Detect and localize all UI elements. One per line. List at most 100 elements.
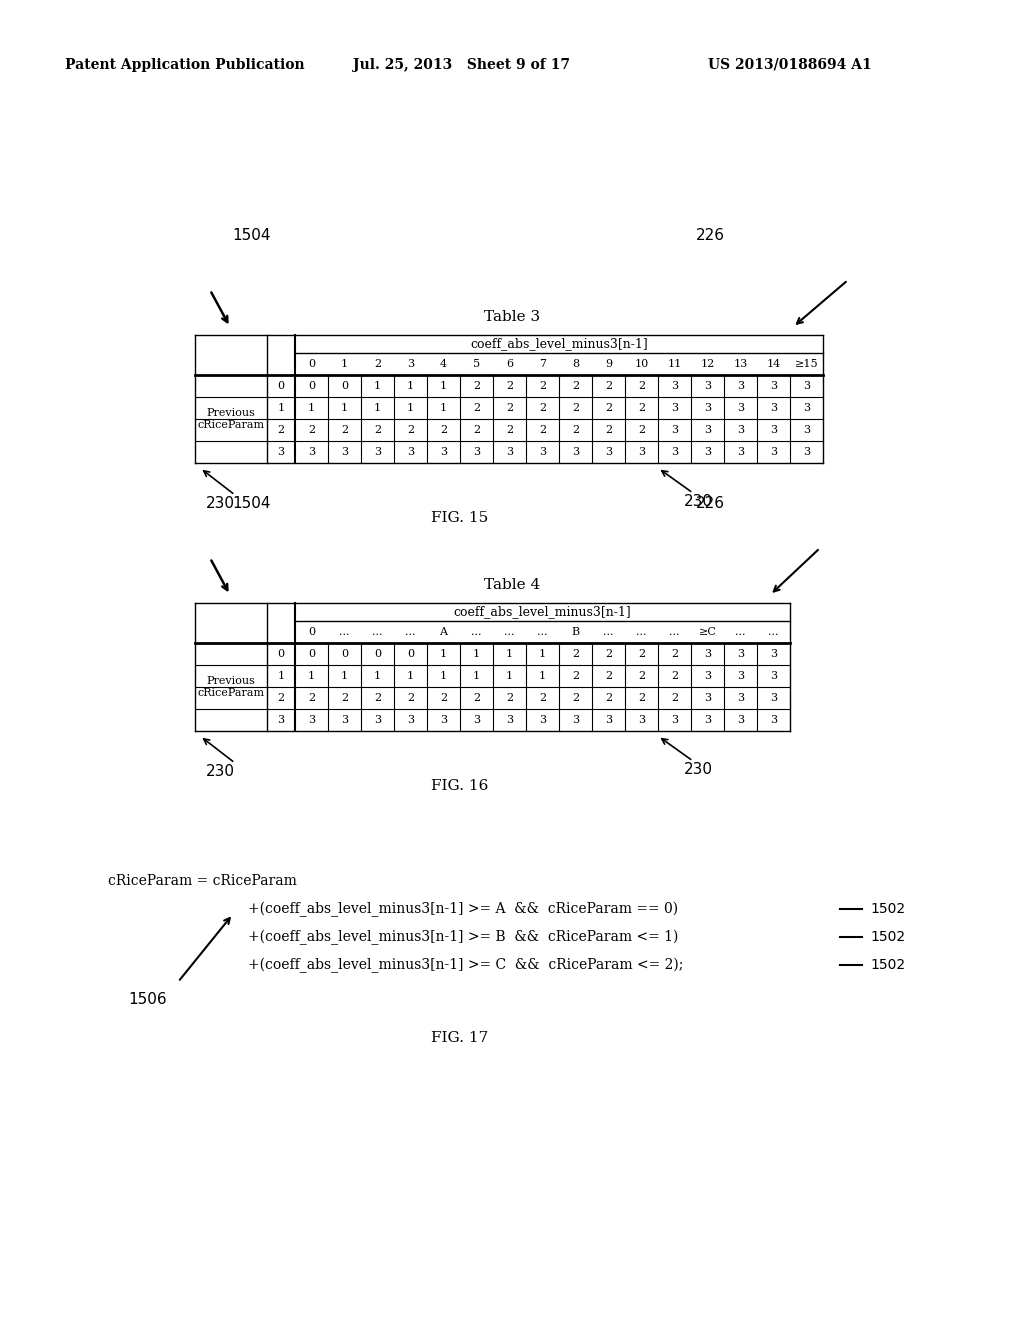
Text: 2: 2: [473, 693, 480, 704]
Text: 2: 2: [605, 671, 612, 681]
Text: 2: 2: [506, 425, 513, 436]
Text: 0: 0: [308, 381, 315, 391]
Text: 2: 2: [572, 425, 579, 436]
Text: 1: 1: [440, 671, 447, 681]
Text: 3: 3: [671, 403, 678, 413]
Text: 1: 1: [341, 671, 348, 681]
Text: 2: 2: [473, 425, 480, 436]
Text: 1: 1: [407, 381, 414, 391]
Text: 1: 1: [374, 403, 381, 413]
Text: 3: 3: [572, 715, 579, 725]
Text: A: A: [439, 627, 447, 638]
Text: 230: 230: [206, 763, 234, 779]
Text: 3: 3: [440, 447, 447, 457]
Text: 3: 3: [671, 715, 678, 725]
Text: 3: 3: [341, 715, 348, 725]
Text: 3: 3: [473, 447, 480, 457]
Text: 1504: 1504: [232, 227, 271, 243]
Text: 2: 2: [671, 671, 678, 681]
Text: 3: 3: [770, 447, 777, 457]
Text: 230: 230: [206, 495, 234, 511]
Text: 230: 230: [683, 494, 713, 508]
Text: 3: 3: [308, 715, 315, 725]
Text: 3: 3: [572, 447, 579, 457]
Text: 2: 2: [539, 381, 546, 391]
Text: Previous
cRiceParam: Previous cRiceParam: [198, 676, 264, 698]
Text: 3: 3: [407, 359, 414, 370]
Text: 3: 3: [278, 447, 285, 457]
Text: ...: ...: [538, 627, 548, 638]
Text: 3: 3: [703, 649, 711, 659]
Text: 2: 2: [374, 693, 381, 704]
Text: 0: 0: [341, 649, 348, 659]
Text: FIG. 17: FIG. 17: [431, 1031, 488, 1045]
Text: 1: 1: [341, 359, 348, 370]
Text: 3: 3: [737, 649, 744, 659]
Text: 1: 1: [374, 381, 381, 391]
Text: 3: 3: [737, 693, 744, 704]
Text: 7: 7: [539, 359, 546, 370]
Text: 2: 2: [638, 671, 645, 681]
Text: 3: 3: [737, 381, 744, 391]
Text: 2: 2: [506, 381, 513, 391]
Text: 1: 1: [407, 403, 414, 413]
Text: 1: 1: [374, 671, 381, 681]
Text: 2: 2: [605, 649, 612, 659]
Text: Table 3: Table 3: [484, 310, 540, 323]
Text: 3: 3: [671, 425, 678, 436]
Text: 2: 2: [374, 359, 381, 370]
Text: coeff_abs_level_minus3[n-1]: coeff_abs_level_minus3[n-1]: [454, 606, 632, 619]
Text: 3: 3: [737, 425, 744, 436]
Text: 3: 3: [770, 403, 777, 413]
Text: 3: 3: [803, 381, 810, 391]
Text: 3: 3: [407, 715, 414, 725]
Text: 2: 2: [308, 693, 315, 704]
Text: 3: 3: [605, 715, 612, 725]
Text: 2: 2: [572, 381, 579, 391]
Text: FIG. 16: FIG. 16: [431, 779, 488, 793]
Text: 3: 3: [703, 381, 711, 391]
Text: 1502: 1502: [870, 958, 905, 972]
Text: 3: 3: [374, 715, 381, 725]
Text: 3: 3: [539, 715, 546, 725]
Text: 8: 8: [572, 359, 579, 370]
Text: 2: 2: [638, 381, 645, 391]
Text: 1: 1: [506, 649, 513, 659]
Text: 2: 2: [638, 425, 645, 436]
Text: 2: 2: [341, 425, 348, 436]
Text: 13: 13: [733, 359, 748, 370]
Text: 3: 3: [703, 671, 711, 681]
Text: 1: 1: [308, 671, 315, 681]
Text: 1: 1: [473, 649, 480, 659]
Text: 2: 2: [638, 403, 645, 413]
Text: +(coeff_abs_level_minus3[n-1] >= A  &&  cRiceParam == 0): +(coeff_abs_level_minus3[n-1] >= A && cR…: [248, 902, 678, 916]
Text: 1504: 1504: [232, 495, 271, 511]
Text: 2: 2: [440, 693, 447, 704]
Text: ...: ...: [406, 627, 416, 638]
Text: 3: 3: [770, 425, 777, 436]
Text: 2: 2: [638, 693, 645, 704]
Text: 5: 5: [473, 359, 480, 370]
Text: 3: 3: [803, 403, 810, 413]
Text: 3: 3: [605, 447, 612, 457]
Text: 2: 2: [440, 425, 447, 436]
Text: US 2013/0188694 A1: US 2013/0188694 A1: [709, 58, 871, 73]
Text: 2: 2: [473, 381, 480, 391]
Text: 2: 2: [278, 425, 285, 436]
Text: 1502: 1502: [870, 902, 905, 916]
Text: 11: 11: [668, 359, 682, 370]
Text: 3: 3: [638, 447, 645, 457]
Text: 0: 0: [374, 649, 381, 659]
Text: 3: 3: [703, 403, 711, 413]
Text: ...: ...: [768, 627, 778, 638]
Text: 3: 3: [638, 715, 645, 725]
Text: 2: 2: [572, 693, 579, 704]
Text: 3: 3: [803, 425, 810, 436]
Text: 1: 1: [278, 671, 285, 681]
Text: 1: 1: [506, 671, 513, 681]
Text: 3: 3: [671, 381, 678, 391]
Text: 2: 2: [605, 381, 612, 391]
Text: 1: 1: [407, 671, 414, 681]
Text: B: B: [571, 627, 580, 638]
Text: 3: 3: [374, 447, 381, 457]
